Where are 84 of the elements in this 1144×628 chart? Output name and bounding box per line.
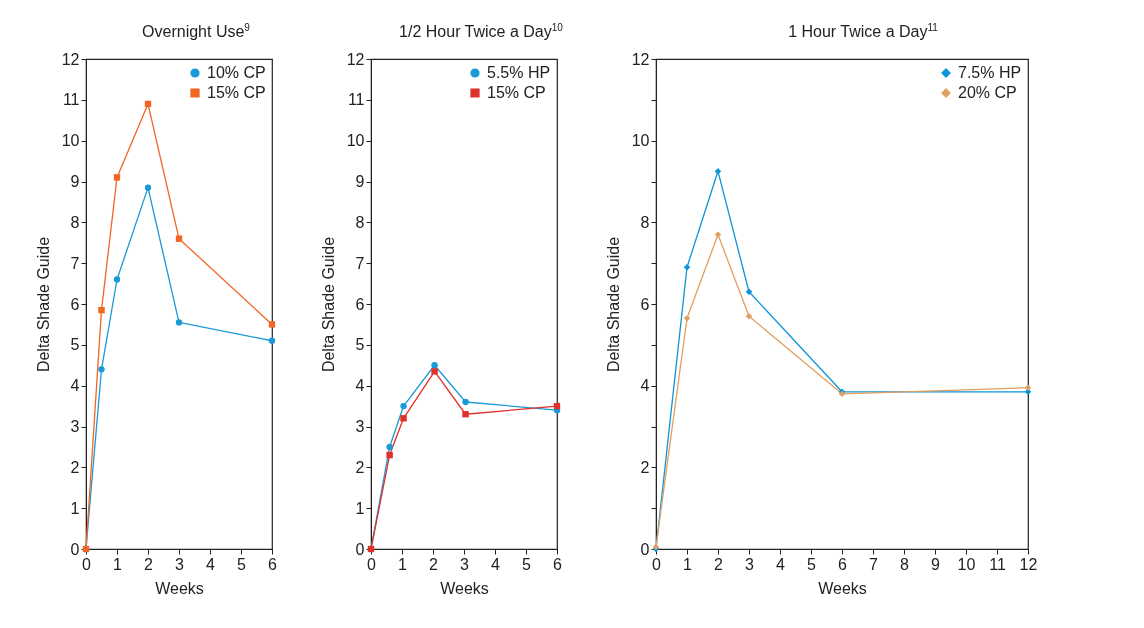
x-tick-label: 4 xyxy=(776,555,786,573)
y-axis-title: Delta Shade Guide xyxy=(319,237,337,373)
point xyxy=(386,452,393,459)
x-tick-label: 4 xyxy=(491,555,501,573)
point xyxy=(400,403,407,410)
legend-label: 15% CP xyxy=(207,84,266,102)
y-tick-label: 12 xyxy=(631,50,650,68)
x-axis-title: Weeks xyxy=(440,579,489,597)
x-tick-label: 2 xyxy=(144,555,154,573)
x-tick-label: 6 xyxy=(268,555,278,573)
y-tick-label: 0 xyxy=(355,540,365,558)
point xyxy=(462,399,469,406)
x-tick-label: 4 xyxy=(206,555,216,573)
point xyxy=(400,415,407,422)
y-tick-label: 10 xyxy=(61,132,80,150)
y-tick-label: 7 xyxy=(355,254,365,272)
x-tick-label: 5 xyxy=(237,555,247,573)
x-tick-label: 2 xyxy=(429,555,439,573)
x-tick-label: 5 xyxy=(522,555,532,573)
x-tick-label: 0 xyxy=(652,555,662,573)
y-tick-label: 10 xyxy=(346,132,365,150)
x-tick-label: 0 xyxy=(367,555,377,573)
y-tick-label: 0 xyxy=(640,540,650,558)
y-tick-label: 11 xyxy=(347,91,365,109)
y-tick-label: 9 xyxy=(70,173,80,191)
y-tick-label: 5 xyxy=(70,336,80,354)
x-tick-label: 1 xyxy=(398,555,408,573)
x-tick-label: 7 xyxy=(869,555,879,573)
x-tick-label: 9 xyxy=(931,555,941,573)
y-tick-label: 6 xyxy=(70,295,80,313)
legend-label: 20% CP xyxy=(958,84,1017,102)
y-tick-label: 11 xyxy=(62,91,80,109)
y-tick-label: 8 xyxy=(70,214,80,232)
x-tick-label: 6 xyxy=(838,555,848,573)
legend-label: 7.5% HP xyxy=(958,64,1022,82)
chart-title: Overnight Use$^{9}$ xyxy=(141,22,251,42)
y-tick-label: 8 xyxy=(640,214,650,232)
x-tick-label: 8 xyxy=(900,555,910,573)
y-tick-label: 4 xyxy=(70,377,80,395)
y-tick-label: 6 xyxy=(355,295,365,313)
y-tick-label: 2 xyxy=(70,459,80,477)
point xyxy=(431,362,438,369)
point xyxy=(431,368,438,375)
point xyxy=(98,307,105,314)
y-tick-label: 4 xyxy=(640,377,650,395)
y-tick-label: 5 xyxy=(355,336,365,354)
y-tick-label: 10 xyxy=(631,132,650,150)
x-tick-label: 1 xyxy=(683,555,693,573)
point xyxy=(462,411,469,418)
y-tick-label: 3 xyxy=(70,418,80,436)
chart-title: 1/2 Hour Twice a Day$^{10}$ xyxy=(398,22,564,42)
y-tick-label: 9 xyxy=(355,173,365,191)
chart-title: 1 Hour Twice a Day$^{11}$ xyxy=(787,22,939,42)
x-axis-title: Weeks xyxy=(155,579,204,597)
x-tick-label: 3 xyxy=(175,555,185,573)
y-tick-label: 6 xyxy=(640,295,650,313)
x-tick-label: 3 xyxy=(460,555,470,573)
x-tick-label: 10 xyxy=(957,555,976,573)
x-tick-label: 3 xyxy=(745,555,755,573)
y-tick-label: 2 xyxy=(640,459,650,477)
y-axis-title: Delta Shade Guide xyxy=(604,237,622,373)
x-axis-title: Weeks xyxy=(818,579,867,597)
x-tick-label: 6 xyxy=(553,555,563,573)
y-axis-title: Delta Shade Guide xyxy=(34,237,52,373)
legend-label: 5.5% HP xyxy=(487,64,551,82)
point xyxy=(98,366,105,373)
legend-label: 10% CP xyxy=(207,64,266,82)
y-tick-label: 1 xyxy=(355,499,365,517)
legend-label: 15% CP xyxy=(487,84,546,102)
y-tick-label: 8 xyxy=(355,214,365,232)
x-tick-label: 1 xyxy=(113,555,123,573)
y-tick-label: 12 xyxy=(346,50,365,68)
x-tick-label: 12 xyxy=(1019,555,1038,573)
x-tick-label: 11 xyxy=(989,555,1006,573)
y-tick-label: 3 xyxy=(355,418,365,436)
y-tick-label: 1 xyxy=(70,499,80,517)
y-tick-label: 2 xyxy=(355,459,365,477)
y-tick-label: 0 xyxy=(70,540,80,558)
x-tick-label: 2 xyxy=(714,555,724,573)
x-tick-label: 5 xyxy=(807,555,817,573)
x-tick-label: 0 xyxy=(82,555,92,573)
y-tick-label: 4 xyxy=(355,377,365,395)
y-tick-label: 7 xyxy=(70,254,80,272)
y-tick-label: 12 xyxy=(61,50,80,68)
